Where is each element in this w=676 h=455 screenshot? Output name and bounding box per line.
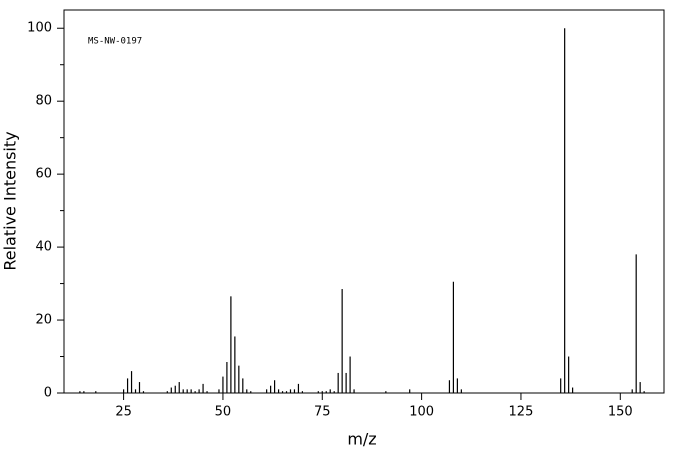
y-tick-label: 0 [44, 386, 52, 401]
x-tick-label: 125 [509, 405, 534, 420]
x-tick-label: 25 [115, 405, 132, 420]
y-tick-label: 60 [35, 167, 52, 182]
y-axis-label: Relative Intensity [1, 131, 20, 270]
y-tick-label: 40 [35, 240, 52, 255]
plot-frame [63, 9, 665, 394]
y-tick-label: 80 [35, 94, 52, 109]
y-tick-label: 100 [27, 21, 52, 36]
x-tick-label: 150 [608, 405, 633, 420]
x-tick-label: 100 [409, 405, 434, 420]
annotation: MS-NW-0197 [88, 37, 142, 47]
x-tick-label: 50 [215, 405, 232, 420]
y-tick-label: 20 [35, 313, 52, 328]
x-axis-label: m/z [347, 430, 376, 449]
x-tick-label: 75 [314, 405, 331, 420]
